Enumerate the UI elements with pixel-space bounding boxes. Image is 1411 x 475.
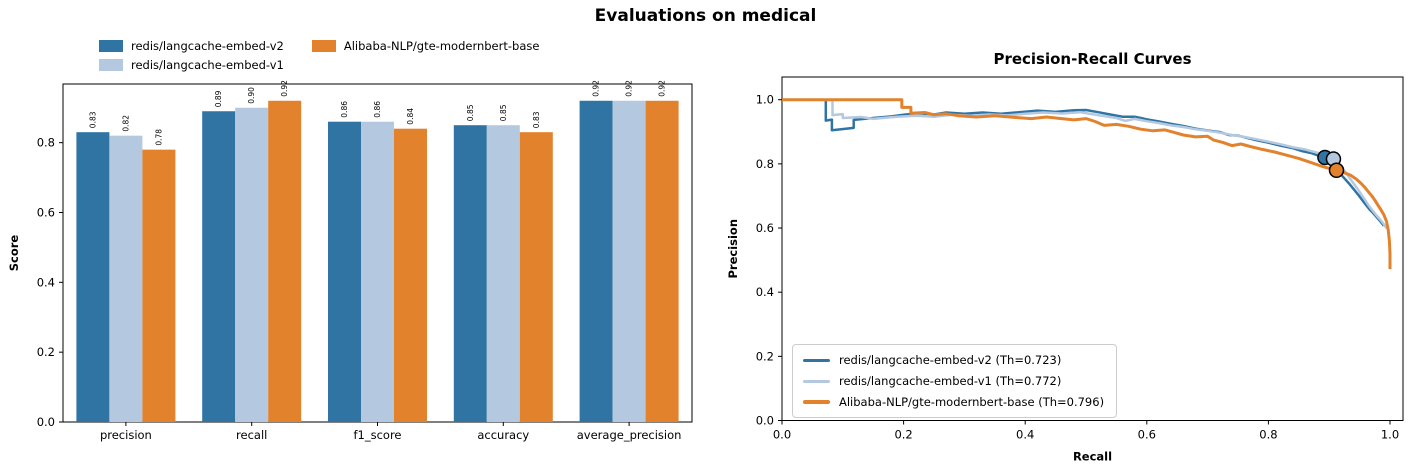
bar [486, 125, 520, 422]
x-category-label: accuracy [477, 428, 529, 442]
bar-value-label: 0.92 [280, 80, 289, 97]
bar-value-label: 0.84 [406, 108, 415, 125]
y-tick-label: 0.0 [37, 415, 55, 429]
y-tick-label: 0.8 [756, 157, 774, 171]
pr-curve [782, 98, 1392, 270]
bar [361, 121, 394, 422]
bar-value-label: 0.86 [340, 101, 349, 118]
pr-legend-label-embed-v1: redis/langcache-embed-v1 (Th=0.772) [839, 374, 1062, 388]
bar [268, 100, 302, 423]
bar [645, 100, 679, 423]
bar-value-label: 0.92 [625, 80, 634, 97]
x-tick-label: 0.2 [894, 428, 912, 442]
pr-curve [782, 98, 1389, 230]
x-category-label: f1_score [353, 428, 401, 442]
bar-value-label: 0.78 [154, 129, 163, 146]
bar [142, 149, 176, 422]
pr-legend-line-gte [803, 400, 830, 404]
legend-item-gte: Alibaba-NLP/gte-modernbert-base [311, 38, 540, 53]
legend-swatch-gte [311, 39, 336, 52]
bar-value-label: 0.83 [88, 111, 97, 128]
y-tick-label: 0.2 [37, 345, 55, 359]
bar-legend-column-2: Alibaba-NLP/gte-modernbert-base [311, 38, 540, 53]
y-tick-label: 0.4 [756, 285, 774, 299]
x-tick-label: 0.4 [1016, 428, 1034, 442]
pr-axes-frame [781, 76, 1404, 421]
threshold-marker [1328, 162, 1345, 179]
legend-item-embed-v2: redis/langcache-embed-v2 [99, 38, 284, 53]
pr-chart-legend: redis/langcache-embed-v2 (Th=0.723) redi… [792, 344, 1118, 418]
bar-value-label: 0.85 [499, 104, 508, 121]
pr-xlabel: Recall [1073, 450, 1112, 464]
bar-value-label: 0.86 [373, 101, 382, 118]
pr-legend-line-embed-v1 [803, 379, 830, 383]
bar-chart-legend: redis/langcache-embed-v2 redis/langcache… [99, 38, 539, 72]
bar [453, 125, 487, 422]
pr-legend-label-embed-v2: redis/langcache-embed-v2 (Th=0.723) [839, 353, 1062, 367]
y-tick-label: 0.6 [37, 205, 55, 219]
bar [612, 100, 646, 423]
pr-chart-title: Precision-Recall Curves [993, 50, 1192, 68]
bar [519, 132, 553, 422]
legend-swatch-embed-v2 [99, 39, 123, 52]
x-category-label: average_precision [577, 428, 682, 442]
bar [202, 111, 236, 422]
bar-value-label: 0.85 [466, 104, 475, 121]
legend-label-embed-v2: redis/langcache-embed-v2 [131, 38, 284, 53]
pr-legend-label-gte: Alibaba-NLP/gte-modernbert-base (Th=0.79… [839, 395, 1105, 409]
pr-legend-item-embed-v1: redis/langcache-embed-v1 (Th=0.772) [803, 373, 1104, 389]
x-category-label: precision [100, 428, 152, 442]
x-tick-label: 0.8 [1259, 428, 1277, 442]
x-category-label: recall [236, 428, 267, 442]
x-tick-label: 0.6 [1138, 428, 1156, 442]
bar [76, 132, 110, 422]
bar-value-label: 0.89 [214, 90, 223, 107]
x-tick-label: 0.0 [773, 428, 791, 442]
bar-value-label: 0.90 [247, 87, 256, 104]
pr-legend-item-embed-v2: redis/langcache-embed-v2 (Th=0.723) [803, 352, 1104, 368]
y-tick-label: 1.0 [756, 93, 774, 107]
bar [328, 121, 361, 422]
figure-title: Evaluations on medical [594, 6, 817, 26]
y-tick-label: 0.4 [37, 275, 55, 289]
pr-ylabel: Precision [726, 219, 740, 279]
x-tick-label: 1.0 [1381, 428, 1399, 442]
bar [394, 128, 427, 422]
y-tick-label: 0.2 [756, 349, 774, 363]
y-tick-label: 0.8 [37, 136, 55, 150]
bar [579, 100, 613, 423]
pr-legend-item-gte: Alibaba-NLP/gte-modernbert-base (Th=0.79… [803, 394, 1104, 410]
bar-value-label: 0.92 [592, 80, 601, 97]
y-tick-label: 0.0 [756, 414, 774, 428]
legend-item-embed-v1: redis/langcache-embed-v1 [99, 57, 284, 72]
legend-label-gte: Alibaba-NLP/gte-modernbert-base [343, 38, 540, 53]
legend-label-embed-v1: redis/langcache-embed-v1 [131, 57, 284, 72]
bar [235, 107, 269, 422]
bar-value-label: 0.82 [121, 115, 130, 132]
bar-ylabel: Score [7, 235, 21, 272]
legend-swatch-embed-v1 [99, 58, 123, 71]
bar-legend-column-1: redis/langcache-embed-v2 redis/langcache… [99, 38, 284, 72]
bar-value-label: 0.83 [532, 111, 541, 128]
bar-value-label: 0.92 [658, 80, 667, 97]
bar [109, 135, 143, 423]
pr-legend-line-embed-v2 [803, 358, 830, 362]
y-tick-label: 0.6 [756, 221, 774, 235]
